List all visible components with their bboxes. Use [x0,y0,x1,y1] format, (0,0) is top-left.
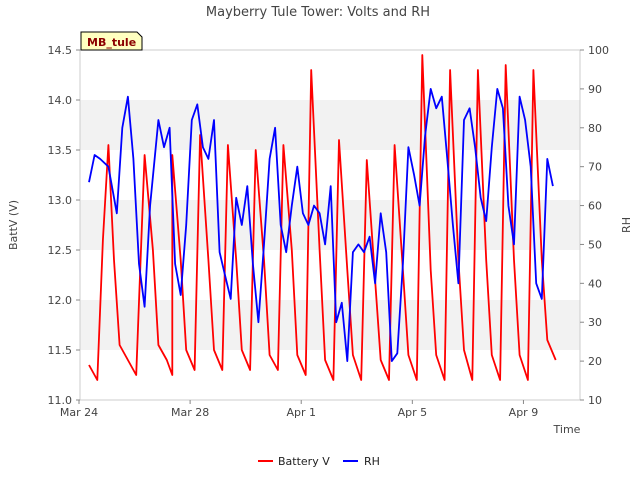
legend-label-battery: Battery V [278,455,330,468]
grid-band [80,300,580,350]
x-axis: Mar 24 Mar 28 Apr 1 Apr 5 Apr 9 [60,400,538,419]
station-tag-label: MB_tule [87,36,136,49]
y-tick-label-left: 14.5 [48,44,73,57]
y-tick-label-right: 100 [588,44,609,57]
x-tick-label: Apr 1 [286,406,316,419]
grid-band [80,200,580,250]
y-tick-label-left: 14.0 [48,94,73,107]
right-axis: 10 20 30 40 50 60 70 80 90 100 [580,44,609,407]
y-tick-label-right: 10 [588,394,602,407]
x-tick-label: Apr 9 [509,406,539,419]
left-axis: 11.0 11.5 12.0 12.5 13.0 13.5 14.0 14.5 [48,44,80,407]
y-tick-label-left: 13.0 [48,194,73,207]
y-tick-label-left: 13.5 [48,144,73,157]
series-line-rh [88,88,554,362]
y-tick-label-right: 80 [588,122,602,135]
x-tick-label: Mar 24 [60,406,98,419]
y-tick-label-left: 12.5 [48,244,73,257]
station-tag: MB_tule [80,31,143,51]
y-tick-label-right: 60 [588,200,602,213]
y-tick-label-right: 30 [588,316,602,329]
y-tick-label-right: 70 [588,161,602,174]
y-tick-label-right: 20 [588,355,602,368]
y-tick-label-left: 11.5 [48,344,73,357]
y-axis-left-label: BattV (V) [7,200,20,250]
series-line-battery-v [88,54,557,381]
grid-bands [80,100,580,350]
legend: Battery V RH [258,455,380,468]
y-axis-right-label: RH [620,217,633,233]
y-tick-label-right: 90 [588,83,602,96]
series-layer [88,54,557,381]
x-tick-label: Apr 5 [398,406,428,419]
x-axis-label: Time [553,423,581,436]
chart-title: Mayberry Tule Tower: Volts and RH [206,5,430,20]
legend-label-rh: RH [364,455,380,468]
x-tick-label: Mar 28 [171,406,209,419]
plot-area [79,49,581,401]
y-tick-label-left: 12.0 [48,294,73,307]
y-tick-label-left: 11.0 [48,394,73,407]
y-tick-label-right: 40 [588,277,602,290]
y-tick-label-right: 50 [588,238,602,251]
station-tag-box [80,31,143,51]
